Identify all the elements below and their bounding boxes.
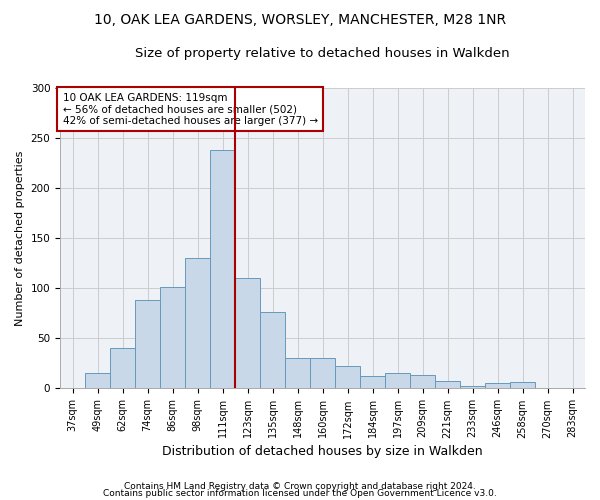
Title: Size of property relative to detached houses in Walkden: Size of property relative to detached ho… bbox=[135, 48, 510, 60]
Text: Contains HM Land Registry data © Crown copyright and database right 2024.: Contains HM Land Registry data © Crown c… bbox=[124, 482, 476, 491]
Bar bbox=[310, 358, 335, 388]
Bar bbox=[135, 300, 160, 388]
Bar bbox=[260, 312, 285, 388]
Bar bbox=[510, 382, 535, 388]
Bar bbox=[110, 348, 135, 389]
Text: 10 OAK LEA GARDENS: 119sqm
← 56% of detached houses are smaller (502)
42% of sem: 10 OAK LEA GARDENS: 119sqm ← 56% of deta… bbox=[62, 92, 318, 126]
Bar bbox=[235, 278, 260, 388]
Text: Contains public sector information licensed under the Open Government Licence v3: Contains public sector information licen… bbox=[103, 490, 497, 498]
Bar bbox=[160, 288, 185, 388]
X-axis label: Distribution of detached houses by size in Walkden: Distribution of detached houses by size … bbox=[162, 444, 483, 458]
Bar bbox=[485, 384, 510, 388]
Bar bbox=[210, 150, 235, 388]
Bar bbox=[385, 374, 410, 388]
Text: 10, OAK LEA GARDENS, WORSLEY, MANCHESTER, M28 1NR: 10, OAK LEA GARDENS, WORSLEY, MANCHESTER… bbox=[94, 12, 506, 26]
Bar bbox=[185, 258, 210, 388]
Bar bbox=[460, 386, 485, 388]
Bar bbox=[435, 382, 460, 388]
Bar bbox=[335, 366, 360, 388]
Bar bbox=[285, 358, 310, 388]
Y-axis label: Number of detached properties: Number of detached properties bbox=[15, 150, 25, 326]
Bar bbox=[410, 376, 435, 388]
Bar bbox=[85, 374, 110, 388]
Bar bbox=[360, 376, 385, 388]
